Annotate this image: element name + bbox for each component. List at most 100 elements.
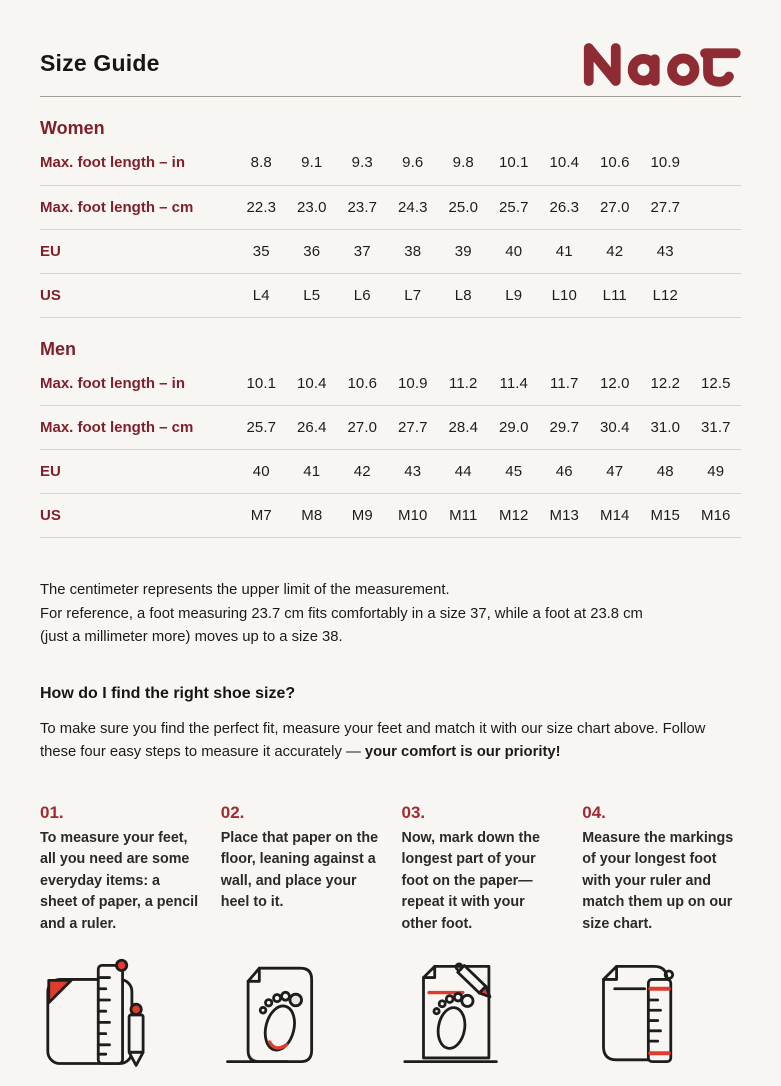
women-section: Women Max. foot length – in 8.8 9.1 9.3 9.6 9… [40,118,741,318]
size-cell: 10.1 [236,361,287,406]
table-row: Max. foot length – in 8.8 9.1 9.3 9.6 9.8 10.1… [40,141,741,186]
table-row: US M7 M8 M9 M10 M11 M12 M13 M14 M15 M16 [40,493,741,538]
size-cell: M13 [539,493,590,538]
step-number: 04. [582,802,606,822]
size-cell: 11.2 [438,361,489,406]
row-label: Max. foot length – in [40,141,236,186]
size-cell: L10 [539,273,590,318]
men-size-table: Max. foot length – in 10.1 10.4 10.6 10.9 11.… [40,361,741,538]
size-cell: L5 [286,273,337,318]
size-cell: 25.0 [438,185,489,230]
women-size-table: Max. foot length – in 8.8 9.1 9.3 9.6 9.8 10.1… [40,141,741,318]
size-cell: L11 [589,273,640,318]
size-cell: 27.7 [387,405,438,450]
paper-footprint-icon [221,957,380,1071]
table-row: Max. foot length – in 10.1 10.4 10.6 10.9 11.… [40,361,741,406]
step-item-4: 04. Measure the markings of your longest… [582,803,741,936]
table-row: EU 40 41 42 43 44 45 46 47 48 49 [40,449,741,494]
size-cell: 40 [236,449,287,494]
step-item-2: 02. Place that paper on the floor, leani… [221,803,380,936]
size-cell: 10.6 [337,361,388,406]
size-cell: 37 [337,229,388,274]
size-cell: 26.4 [286,405,337,450]
size-cell: 49 [690,449,741,494]
size-cell: 9.8 [438,141,489,186]
size-cell: 42 [589,229,640,274]
size-cell: 43 [640,229,691,274]
size-cell: M16 [690,493,741,538]
size-cell [690,185,741,230]
size-cell: 11.7 [539,361,590,406]
size-cell [690,273,741,318]
steps-row: 01. To measure your feet, all you need a… [40,803,741,936]
size-cell: M12 [488,493,539,538]
how-to-intro-text: To make sure you find the perfect fit, m… [40,720,706,761]
step-number: 02. [220,802,245,822]
size-cell: 42 [337,449,388,494]
women-section-heading: Women [40,118,105,138]
size-cell: 10.4 [539,141,590,186]
size-cell: L6 [337,273,388,318]
step-icons-row [40,957,741,1071]
size-cell: M7 [236,493,287,538]
row-label: EU [40,229,236,274]
men-section-heading: Men [40,338,76,359]
size-cell: 29.7 [539,405,590,450]
size-cell: 23.0 [286,185,337,230]
size-cell: 27.0 [337,405,388,450]
size-cell: 12.2 [640,361,691,406]
step-text: Place that paper on the floor, leaning a… [220,829,379,911]
size-cell: M9 [337,493,388,538]
step-item-3: 03. Now, mark down the longest part of y… [402,803,561,936]
step-number: 03. [401,802,426,822]
size-cell: 11.4 [488,361,539,406]
size-note: The centimeter represents the upper limi… [40,579,741,650]
how-to-heading: How do I find the right shoe size? [40,684,296,702]
size-cell: 31.7 [690,405,741,450]
step-number: 01. [40,802,64,822]
size-note-line: (just a millimeter more) moves up to a s… [40,629,343,645]
size-cell: 28.4 [438,405,489,450]
size-cell: M11 [438,493,489,538]
men-section: Men Max. foot length – in 10.1 10.4 10.6 10.… [40,338,741,538]
table-row: EU 35 36 37 38 39 40 41 42 43 [40,229,741,274]
row-label: Max. foot length – in [40,361,236,406]
size-cell: 43 [387,449,438,494]
size-cell: 36 [286,229,337,274]
size-cell: 41 [539,229,590,274]
size-cell: M15 [640,493,691,538]
size-cell: 27.0 [589,185,640,230]
size-cell: 9.1 [286,141,337,186]
header-divider [40,96,741,97]
size-cell [690,229,741,274]
size-cell: 38 [387,229,438,274]
row-label: Max. foot length – cm [40,405,236,450]
row-label: US [40,273,236,318]
size-cell: L4 [236,273,287,318]
how-to-intro: To make sure you find the perfect fit, m… [40,718,741,765]
size-cell: 22.3 [236,185,287,230]
size-cell: L7 [387,273,438,318]
size-note-line: For reference, a foot measuring 23.7 cm … [40,605,643,622]
size-cell: 10.9 [387,361,438,406]
table-row: Max. foot length – cm 22.3 23.0 23.7 24.3 25.… [40,185,741,230]
size-cell: 30.4 [589,405,640,450]
size-cell: 29.0 [488,405,539,450]
size-cell: 48 [640,449,691,494]
size-cell: 10.4 [286,361,337,406]
size-cell: 8.8 [236,141,287,186]
size-cell: 39 [438,229,489,274]
size-cell: 44 [438,449,489,494]
size-cell: 9.3 [337,141,388,186]
size-cell: 25.7 [236,405,287,450]
size-cell: 9.6 [387,141,438,186]
row-label: US [40,493,236,538]
size-cell: 10.1 [488,141,539,186]
size-cell: L12 [640,273,691,318]
size-cell: 24.3 [387,185,438,230]
size-cell: 10.6 [589,141,640,186]
size-cell: 47 [589,449,640,494]
size-cell: L9 [488,273,539,318]
size-cell: 12.5 [690,361,741,406]
